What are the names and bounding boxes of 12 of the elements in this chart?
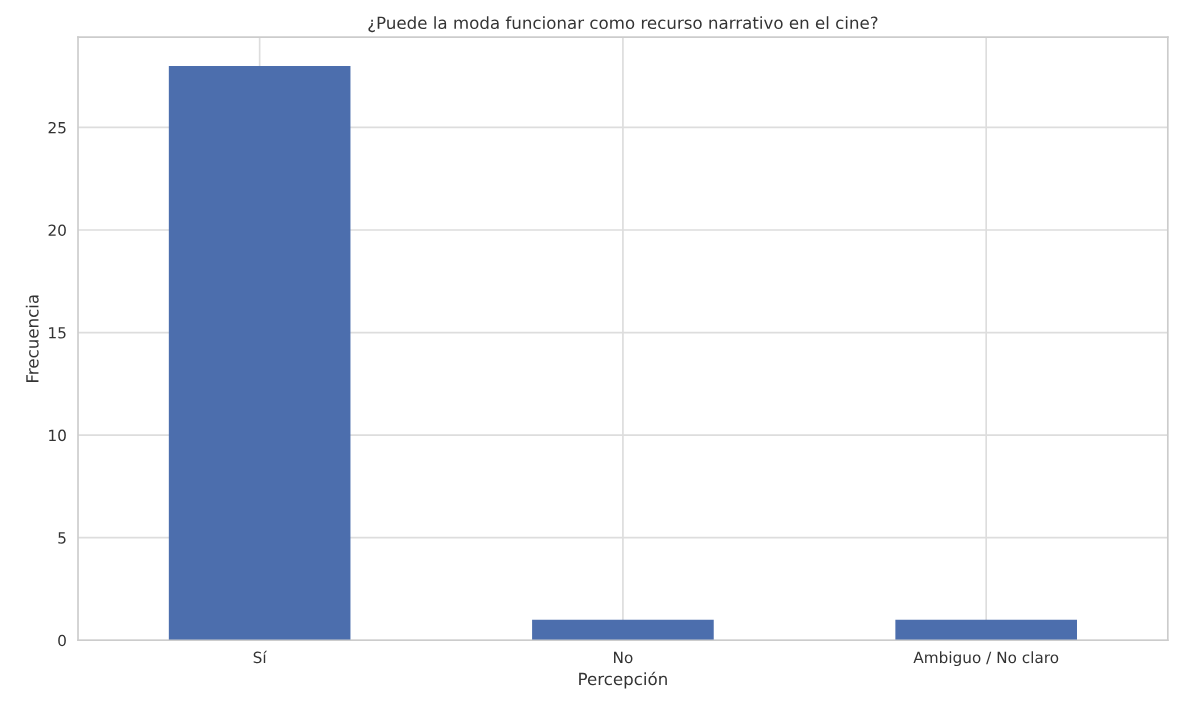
chart-title: ¿Puede la moda funcionar como recurso narrativo en el cine? [368,16,878,33]
x-tick-label: Sí [253,650,268,664]
y-tick-label: 25 [48,121,66,134]
x-tick-label: No [614,651,633,664]
y-axis-title: Frecuencia [25,295,39,382]
y-tick-label: 20 [48,224,66,237]
x-tick-label: Ambiguo / No claro [913,651,1059,667]
y-tick-label: 15 [49,327,66,339]
y-tick-label: 10 [49,429,66,442]
y-tick-label: 0 [58,634,66,647]
y-tick-label: 5 [58,532,66,544]
x-axis-title: Percepción [579,671,667,689]
